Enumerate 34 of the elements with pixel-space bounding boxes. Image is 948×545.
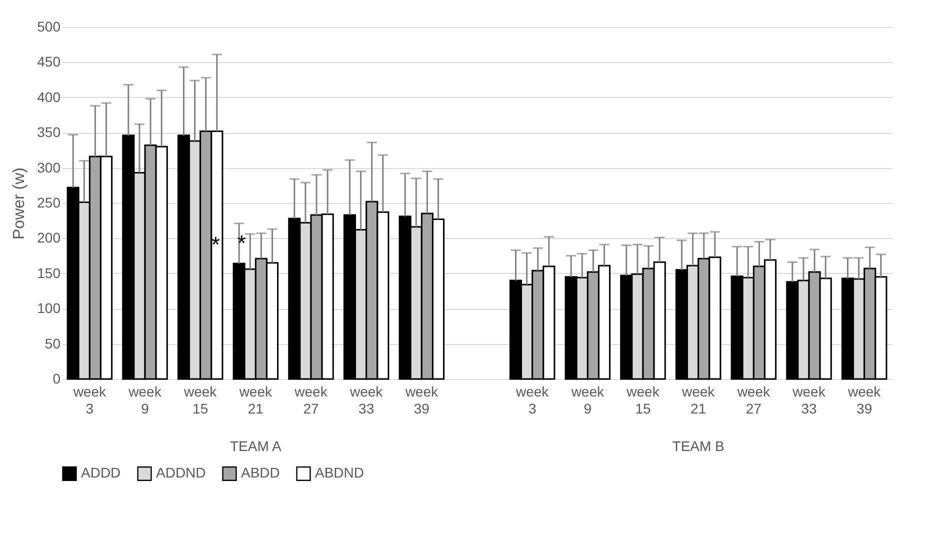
x-tick-label: week 3 — [514, 384, 550, 416]
legend-label: ABDD — [241, 464, 280, 481]
y-tick-label: 450 — [37, 54, 61, 70]
annotation: * — [237, 230, 246, 256]
x-tick-label: week 9 — [570, 384, 606, 416]
x-tick-label: week 33 — [792, 384, 826, 416]
y-tick-label: 500 — [37, 18, 61, 34]
x-tick-label: week 27 — [736, 384, 772, 416]
x-tick-label: week 27 — [294, 384, 328, 416]
y-tick-label: 100 — [37, 300, 61, 316]
x-tick-label: week 15 — [182, 384, 218, 416]
x-tick-label: week 9 — [128, 384, 162, 416]
x-tick-label: week 33 — [348, 384, 384, 416]
y-tick-label: 50 — [44, 335, 61, 352]
x-tick-label: week 3 — [72, 384, 108, 416]
y-tick-label: 200 — [37, 230, 61, 246]
x-tick-label: week 39 — [404, 384, 440, 416]
legend-label: ADDND — [156, 464, 206, 481]
legend-label: ABDND — [315, 464, 364, 481]
y-tick-label: 350 — [37, 124, 61, 140]
x-tick-label: week 21 — [238, 384, 274, 416]
x-tick-label: week 21 — [680, 384, 716, 416]
y-tick-label: 400 — [37, 88, 61, 105]
y-tick-label: 300 — [37, 159, 61, 176]
x-tick-label: week 39 — [846, 384, 882, 416]
y-axis-title: Power (w) — [11, 167, 28, 240]
annotation: * — [211, 232, 220, 258]
y-tick-label: 0 — [52, 370, 61, 386]
legend-label: ADDD — [81, 464, 121, 481]
text: TEAM B — [672, 438, 724, 454]
x-tick-label: week 15 — [626, 384, 660, 416]
y-tick-label: 250 — [37, 194, 61, 210]
text: TEAM A — [230, 438, 282, 454]
y-tick-label: 150 — [37, 264, 61, 281]
